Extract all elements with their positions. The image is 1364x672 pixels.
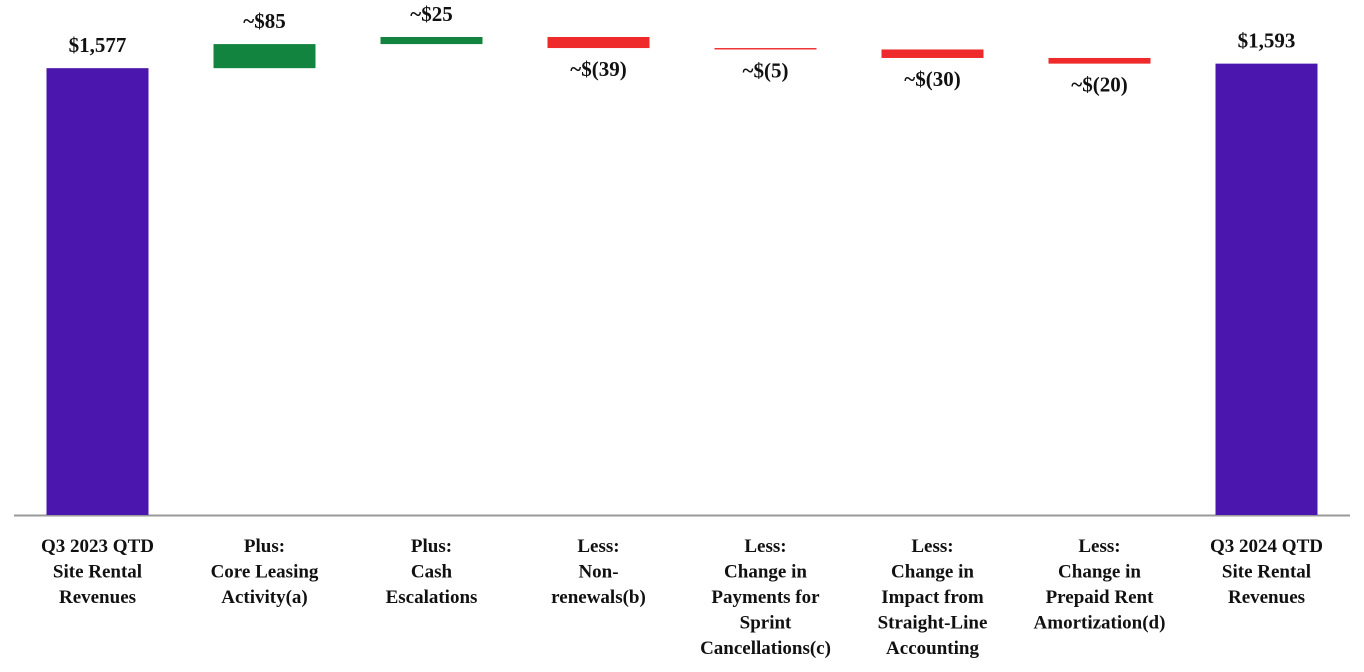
- x-tick-label-line: Straight-Line: [878, 613, 988, 634]
- x-tick-label-line: Less:: [911, 536, 953, 557]
- x-tick-label: Plus: Core Leasing Activity(a): [211, 536, 319, 608]
- x-tick-label: Less: Change in Prepaid Rent Amortization(d…: [1034, 536, 1166, 634]
- x-tick-label: Plus: Cash Escalations: [386, 536, 478, 608]
- bar: [547, 37, 650, 49]
- x-tick-label-line: Change in: [724, 562, 807, 583]
- value-label: ~$25: [410, 2, 452, 26]
- x-tick-label-line: Sprint: [740, 613, 792, 634]
- x-tick-label-line: Site Rental: [1222, 562, 1311, 583]
- bar: [380, 37, 483, 45]
- x-tick-label-line: Core Leasing: [211, 562, 319, 583]
- x-tick-label-line: Revenues: [59, 587, 136, 608]
- x-tick-label-line: Revenues: [1228, 587, 1305, 608]
- bar: [1048, 57, 1151, 64]
- x-tick-label-line: Less:: [744, 536, 786, 557]
- bar: [881, 49, 984, 58]
- x-tick-label-line: Plus:: [411, 536, 452, 557]
- x-tick-label-line: Q3 2024 QTD: [1210, 536, 1323, 557]
- x-tick-label-line: renewals(b): [551, 587, 646, 608]
- x-tick-label-line: Cash: [411, 562, 453, 583]
- bar: [1215, 63, 1318, 515]
- x-tick-label-line: Escalations: [386, 587, 478, 608]
- x-tick-label-line: Impact from: [881, 587, 984, 608]
- x-tick-label-line: Q3 2023 QTD: [41, 536, 154, 557]
- x-tick-label-line: Amortization(d): [1034, 613, 1166, 634]
- x-tick-label: Q3 2023 QTD Site Rental Revenues: [41, 536, 154, 608]
- x-tick-label-line: Cancellations(c): [700, 638, 831, 659]
- value-label: ~$(39): [570, 57, 626, 81]
- x-tick-label-line: Less:: [577, 536, 619, 557]
- x-tick-label-line: Plus:: [244, 536, 285, 557]
- bar: [213, 44, 316, 69]
- value-label: ~$(30): [904, 67, 960, 91]
- x-tick-label-line: Change in: [891, 562, 974, 583]
- x-tick-label: Less: Change in Impact from Straight-Line Ac…: [878, 536, 988, 659]
- value-label: ~$(20): [1071, 73, 1127, 97]
- x-tick-label: Less: Non-renewals(b): [551, 536, 646, 608]
- value-label: $1,593: [1238, 29, 1296, 53]
- x-tick-label: Q3 2024 QTD Site Rental Revenues: [1210, 536, 1323, 608]
- bar: [46, 68, 149, 515]
- x-tick-label-line: Prepaid Rent: [1046, 587, 1155, 608]
- value-label: ~$85: [243, 9, 285, 33]
- x-tick-label-line: Non-: [578, 562, 618, 583]
- x-tick-label-line: Change in: [1058, 562, 1141, 583]
- x-tick-label-line: Payments for: [711, 587, 820, 608]
- x-tick-label-line: Site Rental: [53, 562, 142, 583]
- value-label: $1,577: [69, 33, 127, 57]
- x-tick-label: Less: Change in Payments for Sprint Cancella…: [700, 536, 831, 659]
- x-tick-label-line: Accounting: [886, 638, 979, 659]
- bar: [714, 48, 817, 50]
- value-label: ~$(5): [743, 58, 789, 82]
- x-tick-label-line: Less:: [1078, 536, 1120, 557]
- x-tick-label-line: Activity(a): [221, 587, 308, 608]
